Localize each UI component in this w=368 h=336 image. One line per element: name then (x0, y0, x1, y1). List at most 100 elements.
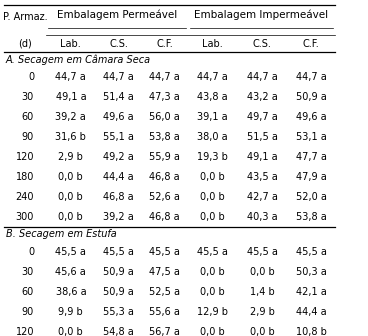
Text: C.F.: C.F. (302, 39, 319, 48)
Text: 43,8 a: 43,8 a (197, 92, 228, 102)
Text: 45,5 a: 45,5 a (197, 247, 228, 257)
Text: 52,0 a: 52,0 a (296, 192, 326, 202)
Text: 47,7 a: 47,7 a (296, 152, 326, 162)
Text: Lab.: Lab. (60, 39, 81, 48)
Text: 120: 120 (15, 327, 34, 336)
Text: 53,8 a: 53,8 a (149, 132, 180, 142)
Text: Lab.: Lab. (202, 39, 223, 48)
Text: P. Armaz.: P. Armaz. (3, 12, 47, 22)
Text: 240: 240 (15, 192, 34, 202)
Text: 120: 120 (15, 152, 34, 162)
Text: 49,1 a: 49,1 a (56, 92, 86, 102)
Text: 38,0 a: 38,0 a (197, 132, 228, 142)
Text: 45,5 a: 45,5 a (149, 247, 180, 257)
Text: 46,8 a: 46,8 a (149, 212, 180, 222)
Text: 51,4 a: 51,4 a (103, 92, 134, 102)
Text: 47,3 a: 47,3 a (149, 92, 180, 102)
Text: 44,7 a: 44,7 a (103, 72, 134, 82)
Text: 52,5 a: 52,5 a (149, 287, 180, 297)
Text: 43,5 a: 43,5 a (247, 172, 277, 182)
Text: 9,9 b: 9,9 b (59, 307, 83, 317)
Text: 60: 60 (22, 287, 34, 297)
Text: 49,1 a: 49,1 a (247, 152, 277, 162)
Text: 45,5 a: 45,5 a (247, 247, 277, 257)
Text: 1,4 b: 1,4 b (250, 287, 275, 297)
Text: 0,0 b: 0,0 b (250, 267, 275, 277)
Text: 38,6 a: 38,6 a (56, 287, 86, 297)
Text: 300: 300 (16, 212, 34, 222)
Text: 45,5 a: 45,5 a (56, 247, 86, 257)
Text: (d): (d) (18, 39, 32, 48)
Text: 46,8 a: 46,8 a (103, 192, 134, 202)
Text: Embalagem Permeável: Embalagem Permeável (57, 10, 177, 20)
Text: B. Secagem em Estufa: B. Secagem em Estufa (6, 229, 116, 240)
Text: 39,2 a: 39,2 a (56, 112, 86, 122)
Text: 0,0 b: 0,0 b (250, 327, 275, 336)
Text: 55,6 a: 55,6 a (149, 307, 180, 317)
Text: 0,0 b: 0,0 b (200, 192, 225, 202)
Text: 60: 60 (22, 112, 34, 122)
Text: 50,9 a: 50,9 a (103, 287, 134, 297)
Text: C.S.: C.S. (253, 39, 272, 48)
Text: 56,7 a: 56,7 a (149, 327, 180, 336)
Text: 30: 30 (22, 267, 34, 277)
Text: 55,3 a: 55,3 a (103, 307, 134, 317)
Text: 44,4 a: 44,4 a (103, 172, 134, 182)
Text: 2,9 b: 2,9 b (250, 307, 275, 317)
Text: 47,9 a: 47,9 a (296, 172, 326, 182)
Text: 12,9 b: 12,9 b (197, 307, 228, 317)
Text: 0,0 b: 0,0 b (200, 287, 225, 297)
Text: 49,6 a: 49,6 a (296, 112, 326, 122)
Text: 0,0 b: 0,0 b (59, 327, 83, 336)
Text: 30: 30 (22, 92, 34, 102)
Text: 0,0 b: 0,0 b (200, 327, 225, 336)
Text: 0: 0 (28, 72, 34, 82)
Text: 45,6 a: 45,6 a (56, 267, 86, 277)
Text: 180: 180 (16, 172, 34, 182)
Text: 53,8 a: 53,8 a (296, 212, 326, 222)
Text: 0,0 b: 0,0 b (59, 192, 83, 202)
Text: 10,8 b: 10,8 b (296, 327, 326, 336)
Text: 49,2 a: 49,2 a (103, 152, 134, 162)
Text: A. Secagem em Câmara Seca: A. Secagem em Câmara Seca (6, 54, 151, 65)
Text: 2,9 b: 2,9 b (59, 152, 83, 162)
Text: 46,8 a: 46,8 a (149, 172, 180, 182)
Text: 43,2 a: 43,2 a (247, 92, 277, 102)
Text: 56,0 a: 56,0 a (149, 112, 180, 122)
Text: 47,5 a: 47,5 a (149, 267, 180, 277)
Text: 45,5 a: 45,5 a (296, 247, 326, 257)
Text: 53,1 a: 53,1 a (296, 132, 326, 142)
Text: 55,1 a: 55,1 a (103, 132, 134, 142)
Text: 44,7 a: 44,7 a (247, 72, 277, 82)
Text: 0,0 b: 0,0 b (59, 212, 83, 222)
Text: 19,3 b: 19,3 b (197, 152, 228, 162)
Text: 44,7 a: 44,7 a (149, 72, 180, 82)
Text: 50,9 a: 50,9 a (296, 92, 326, 102)
Text: Embalagem Impermeável: Embalagem Impermeável (194, 10, 328, 20)
Text: C.F.: C.F. (156, 39, 173, 48)
Text: 45,5 a: 45,5 a (103, 247, 134, 257)
Text: 0: 0 (28, 247, 34, 257)
Text: 55,9 a: 55,9 a (149, 152, 180, 162)
Text: 42,1 a: 42,1 a (296, 287, 326, 297)
Text: 39,2 a: 39,2 a (103, 212, 134, 222)
Text: 42,7 a: 42,7 a (247, 192, 277, 202)
Text: 44,7 a: 44,7 a (296, 72, 326, 82)
Text: 0,0 b: 0,0 b (200, 172, 225, 182)
Text: 90: 90 (22, 307, 34, 317)
Text: 90: 90 (22, 132, 34, 142)
Text: 44,7 a: 44,7 a (56, 72, 86, 82)
Text: 44,7 a: 44,7 a (197, 72, 228, 82)
Text: 31,6 b: 31,6 b (56, 132, 86, 142)
Text: 39,1 a: 39,1 a (197, 112, 228, 122)
Text: C.S.: C.S. (109, 39, 128, 48)
Text: 50,3 a: 50,3 a (296, 267, 326, 277)
Text: 0,0 b: 0,0 b (200, 212, 225, 222)
Text: 50,9 a: 50,9 a (103, 267, 134, 277)
Text: 40,3 a: 40,3 a (247, 212, 277, 222)
Text: 0,0 b: 0,0 b (200, 267, 225, 277)
Text: 52,6 a: 52,6 a (149, 192, 180, 202)
Text: 0,0 b: 0,0 b (59, 172, 83, 182)
Text: 51,5 a: 51,5 a (247, 132, 277, 142)
Text: 44,4 a: 44,4 a (296, 307, 326, 317)
